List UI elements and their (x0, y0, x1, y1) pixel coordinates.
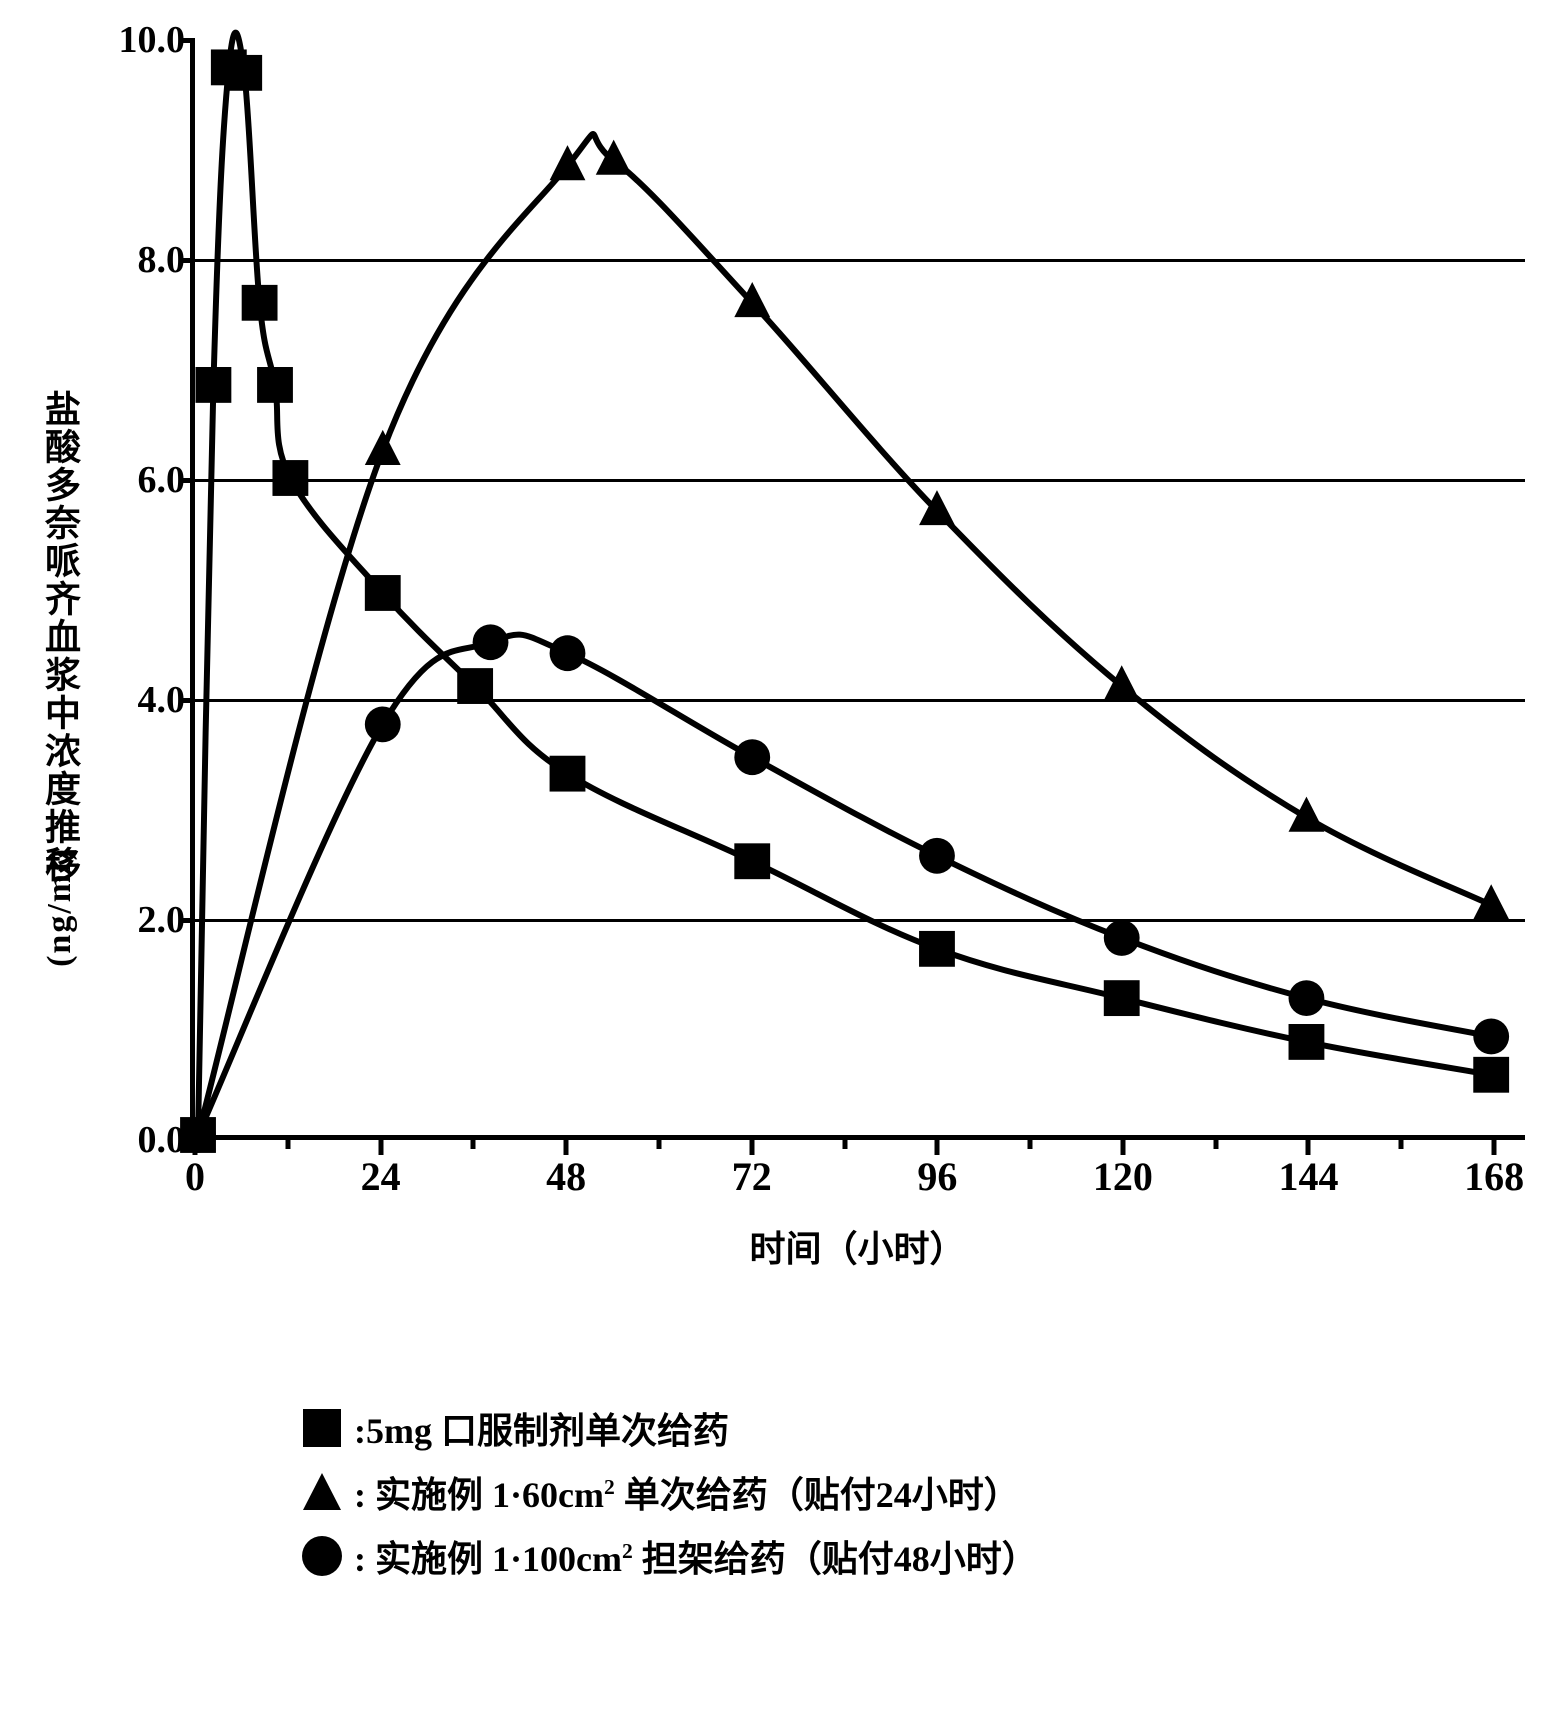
concentration-time-chart: 盐酸多奈哌齐血浆中浓度推移(ng/ml) 0.02.04.06.08.010.0… (30, 40, 1525, 1582)
plot-column: 0.02.04.06.08.010.0 024487296120144168 时… (190, 40, 1525, 1272)
data-point-triangle (1104, 665, 1140, 700)
circle-marker-icon (300, 1534, 344, 1578)
data-point-square (226, 55, 262, 91)
y-axis-label-cn: 盐酸多奈哌齐血浆中浓度推移 (40, 390, 80, 884)
x-tick-label: 48 (546, 1153, 586, 1200)
x-tick-mark-major (935, 1135, 940, 1155)
x-tick-label: 96 (917, 1153, 957, 1200)
data-point-square (257, 367, 293, 403)
y-tick-label: 0.0 (95, 1118, 185, 1162)
x-axis-label: 时间（小时） (190, 1220, 1525, 1272)
data-point-triangle (1289, 797, 1325, 832)
x-tick-mark-minor (285, 1135, 290, 1149)
x-tick-mark-major (564, 1135, 569, 1155)
y-axis-label-container: 盐酸多奈哌齐血浆中浓度推移(ng/ml) (30, 40, 90, 1272)
gridline (195, 919, 1525, 922)
series-svg (195, 40, 1525, 1135)
gridline (195, 479, 1525, 482)
y-tick-mark (181, 698, 195, 703)
data-point-square (1104, 980, 1140, 1016)
data-point-circle (473, 624, 509, 660)
y-tick-label: 4.0 (95, 678, 185, 722)
data-point-triangle (365, 430, 401, 465)
data-point-circle (1289, 980, 1325, 1016)
y-tick-mark (181, 478, 195, 483)
x-tick-mark-major (1306, 1135, 1311, 1155)
legend-item-circle: : 实施例 1·100cm2 担架给药（贴付48小时） (300, 1530, 1525, 1582)
y-tick-mark (181, 918, 195, 923)
plot-wrap: 盐酸多奈哌齐血浆中浓度推移(ng/ml) 0.02.04.06.08.010.0… (30, 40, 1525, 1272)
data-point-square (919, 931, 955, 967)
data-point-square (195, 367, 231, 403)
data-point-circle (365, 706, 401, 742)
x-tick-mark-major (1492, 1135, 1497, 1155)
x-tick-label: 120 (1093, 1153, 1153, 1200)
y-axis-unit: (ng/ml) (41, 847, 79, 967)
triangle-marker-icon (300, 1470, 344, 1514)
y-tick-mark (181, 258, 195, 263)
y-tick-label: 8.0 (95, 238, 185, 282)
data-point-circle (1104, 920, 1140, 956)
x-tick-label: 24 (361, 1153, 401, 1200)
x-tick-label: 168 (1464, 1153, 1524, 1200)
axes-area: 024487296120144168 (190, 40, 1525, 1140)
legend-text-square: :5mg 口服制剂单次给药 (354, 1402, 729, 1454)
x-tick-label: 0 (185, 1153, 205, 1200)
x-tick-mark-minor (842, 1135, 847, 1149)
x-tick-mark-major (1120, 1135, 1125, 1155)
data-point-square (242, 285, 278, 321)
y-tick-mark (181, 38, 195, 43)
data-point-square (550, 756, 586, 792)
legend-text-triangle: : 实施例 1·60cm2 单次给药（贴付24小时） (354, 1466, 1020, 1518)
data-point-square (365, 575, 401, 611)
legend-text-circle: : 实施例 1·100cm2 担架给药（贴付48小时） (354, 1530, 1038, 1582)
gridline (195, 259, 1525, 262)
data-point-square (1289, 1024, 1325, 1060)
data-point-circle (734, 739, 770, 775)
legend: :5mg 口服制剂单次给药 : 实施例 1·60cm2 单次给药（贴付24小时）… (300, 1402, 1525, 1582)
x-tick-mark-major (378, 1135, 383, 1155)
x-tick-mark-major (193, 1135, 198, 1155)
legend-item-square: :5mg 口服制剂单次给药 (300, 1402, 1525, 1454)
square-marker-icon (300, 1406, 344, 1450)
legend-item-triangle: : 实施例 1·60cm2 单次给药（贴付24小时） (300, 1466, 1525, 1518)
gridline (195, 699, 1525, 702)
y-tick-label-column: 0.02.04.06.08.010.0 (95, 40, 185, 1272)
data-point-circle (180, 1117, 216, 1153)
x-tick-mark-minor (471, 1135, 476, 1149)
x-tick-label: 72 (732, 1153, 772, 1200)
x-tick-mark-minor (1213, 1135, 1218, 1149)
x-tick-label: 144 (1278, 1153, 1338, 1200)
y-tick-label: 6.0 (95, 458, 185, 502)
y-tick-label: 10.0 (95, 18, 185, 62)
x-tick-mark-minor (656, 1135, 661, 1149)
data-point-circle (1473, 1019, 1509, 1055)
data-point-circle (550, 635, 586, 671)
data-point-circle (919, 838, 955, 874)
x-tick-mark-major (749, 1135, 754, 1155)
x-tick-mark-minor (1399, 1135, 1404, 1149)
data-point-square (1473, 1057, 1509, 1093)
x-tick-mark-minor (1028, 1135, 1033, 1149)
y-tick-label: 2.0 (95, 898, 185, 942)
data-point-square (734, 843, 770, 879)
